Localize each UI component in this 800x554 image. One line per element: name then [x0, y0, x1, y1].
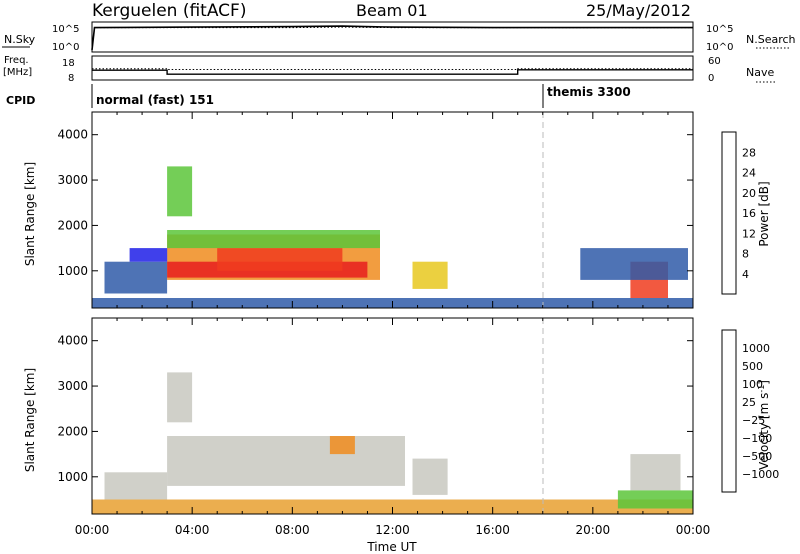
- vel-yticks-label-1: 2000: [57, 424, 88, 438]
- freq-frame: [92, 56, 693, 80]
- cpid-segment-2: themis 3300: [547, 85, 631, 99]
- vel-marks-region-4: [105, 472, 168, 499]
- power-marks-region-9: [105, 262, 168, 294]
- power-marks-region-7: [580, 248, 688, 280]
- power-marks-region-2: [217, 248, 342, 271]
- freq-series: [92, 70, 693, 74]
- power-colorbar-label: Power [dB]: [757, 181, 771, 246]
- freq-right-tick-top: 60: [708, 56, 721, 67]
- power-cbar-label-6: 28: [742, 146, 756, 159]
- x-tick-label-4: 16:00: [475, 523, 510, 537]
- power-cbar-frame: [722, 132, 736, 294]
- power-marks-region-10: [130, 248, 168, 262]
- power-panel: Slant Range [km] 1000 2000 3000 4000 4 8 12 16…: [23, 112, 771, 308]
- x-tick-label-5: 20:00: [576, 523, 611, 537]
- power-cbar-label-5: 24: [742, 167, 756, 180]
- x-tick-label-2: 08:00: [275, 523, 310, 537]
- velocity-colorbar-label-main: Velocity [m s: [757, 393, 771, 470]
- vel-cbar-frame: [722, 330, 736, 492]
- vel-yticks-label-0: 1000: [57, 470, 88, 484]
- noise-right-tick-top: 10^5: [706, 24, 733, 35]
- cpid-label: CPID: [6, 94, 35, 107]
- noise-left-tick-top: 10^5: [52, 24, 79, 35]
- vel-marks-region-5: [630, 454, 680, 490]
- power-cbar-label-3: 16: [742, 207, 756, 220]
- cpid-segment-1: normal (fast) 151: [96, 93, 214, 107]
- freq-left-tick-top: 18: [62, 58, 75, 69]
- velocity-colorbar-label: Velocity [m s-1]: [757, 380, 771, 470]
- power-marks-region-4: [167, 166, 192, 216]
- freq-label-line2: [MHz]: [3, 67, 32, 78]
- power-cbar-label-0: 4: [742, 268, 749, 281]
- x-tick-label-0: 00:00: [75, 523, 110, 537]
- power-colorbar: 4 8 12 16 20 24 28: [722, 132, 756, 294]
- velocity-ylabel: Slant Range [km]: [23, 368, 37, 472]
- vel-marks-region-6: [618, 490, 693, 508]
- power-cbar-label-2: 12: [742, 227, 756, 240]
- velocity-colorbar-label-end: ]: [757, 380, 771, 385]
- freq-label-line1: Freq.: [4, 55, 29, 66]
- velocity-colorbar-label-sup: -1: [757, 385, 766, 393]
- noise-right-tick-bottom: 10^0: [706, 42, 733, 53]
- power-cbar-label-1: 8: [742, 248, 749, 261]
- vel-yticks-label-2: 3000: [57, 379, 88, 393]
- noise-panel: N.Sky 10^5 10^0 10^5 10^0 N.Search: [2, 22, 796, 53]
- beam-title: Beam 01: [356, 1, 428, 20]
- x-tick-label-6: 00:00: [676, 523, 711, 537]
- power-yticks-label-1: 2000: [57, 218, 88, 232]
- power-yticks-label-0: 1000: [57, 264, 88, 278]
- power-cbar-label-4: 20: [742, 187, 756, 200]
- x-tick-label-1: 04:00: [175, 523, 210, 537]
- noise-search-series: [92, 27, 693, 50]
- power-ylabel: Slant Range [km]: [23, 162, 37, 266]
- noise-search-label: N.Search: [746, 33, 796, 46]
- power-yticks-label-2: 3000: [57, 173, 88, 187]
- vel-marks-region-0: [167, 436, 405, 486]
- vel-cbar-label-0: 1000: [742, 342, 770, 355]
- vel-marks-region-2: [167, 372, 192, 422]
- station-title: Kerguelen (fitACF): [92, 1, 246, 21]
- vel-cbar-label-3: 25: [742, 396, 756, 409]
- freq-panel: Freq. [MHz] 18 8 60 0 Nave: [3, 55, 776, 84]
- x-axis-labels: 00:00 04:00 08:00 12:00 16:00 20:00 00:00: [75, 523, 711, 537]
- power-yticks-label-3: 4000: [57, 128, 88, 142]
- power-marks-region-3: [167, 230, 380, 248]
- x-axis-title: Time UT: [366, 540, 417, 554]
- velocity-panel: Slant Range [km] 1000 2000 3000 4000 1000 50…: [23, 318, 779, 514]
- vel-marks-region-1: [413, 459, 448, 495]
- vel-marks-region-7: [330, 436, 355, 454]
- vel-yticks-label-3: 4000: [57, 334, 88, 348]
- nave-label: Nave: [746, 66, 774, 79]
- vel-cbar-label-1: 500: [742, 360, 763, 373]
- x-tick-label-3: 12:00: [375, 523, 410, 537]
- power-marks-region-5: [413, 262, 448, 289]
- noise-sky-series: [92, 26, 693, 50]
- noise-sky-label: N.Sky: [4, 33, 36, 46]
- freq-right-tick-bottom: 0: [708, 73, 714, 84]
- freq-left-tick-bottom: 8: [68, 73, 74, 84]
- noise-left-tick-bottom: 10^0: [52, 42, 79, 53]
- cpid-panel: CPID normal (fast) 151 themis 3300: [6, 84, 631, 108]
- date-title: 25/May/2012: [586, 1, 691, 20]
